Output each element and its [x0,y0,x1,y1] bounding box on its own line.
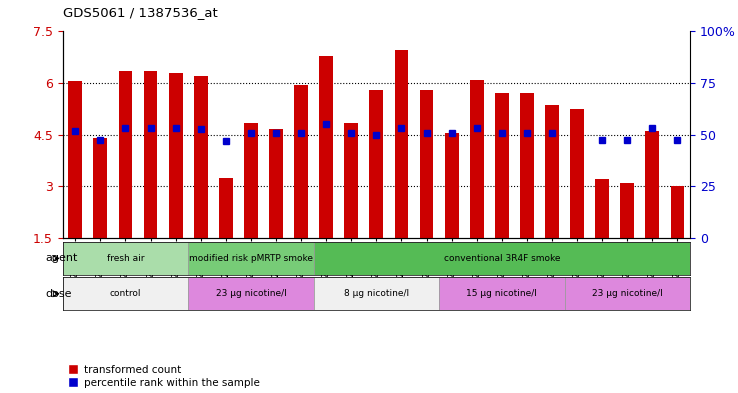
Text: GDS5061 / 1387536_at: GDS5061 / 1387536_at [63,6,218,19]
Bar [470,79,483,238]
Bar [646,131,659,238]
Bar [621,183,634,238]
Bar [520,93,534,238]
Text: dose: dose [45,289,72,299]
Bar [219,178,232,238]
Bar [69,81,82,238]
Legend: transformed count, percentile rank within the sample: transformed count, percentile rank withi… [68,365,260,388]
Bar [495,93,508,238]
Bar [570,109,584,238]
Bar [119,71,132,238]
Bar [671,186,684,238]
Bar [194,76,207,238]
Bar [314,277,439,310]
Bar [445,133,458,238]
Bar [244,123,258,238]
Bar [169,73,182,238]
Bar [63,242,188,275]
Bar [596,179,609,238]
Text: control: control [110,289,141,298]
Bar [63,277,188,310]
Bar [320,55,333,238]
Text: 8 μg nicotine/l: 8 μg nicotine/l [344,289,409,298]
Bar [420,90,433,238]
Text: agent: agent [45,253,77,263]
Bar [94,138,107,238]
Bar [345,123,358,238]
Text: conventional 3R4F smoke: conventional 3R4F smoke [444,254,560,263]
Text: modified risk pMRTP smoke: modified risk pMRTP smoke [189,254,313,263]
Bar [439,277,565,310]
Bar [314,242,690,275]
Text: 15 μg nicotine/l: 15 μg nicotine/l [466,289,537,298]
Bar [565,277,690,310]
Bar [395,50,408,238]
Bar [370,90,383,238]
Bar [188,242,314,275]
Bar [144,71,157,238]
Text: fresh air: fresh air [107,254,144,263]
Bar [269,129,283,238]
Text: 23 μg nicotine/l: 23 μg nicotine/l [592,289,663,298]
Text: 23 μg nicotine/l: 23 μg nicotine/l [215,289,286,298]
Bar [545,105,559,238]
Bar [188,277,314,310]
Bar [294,85,308,238]
